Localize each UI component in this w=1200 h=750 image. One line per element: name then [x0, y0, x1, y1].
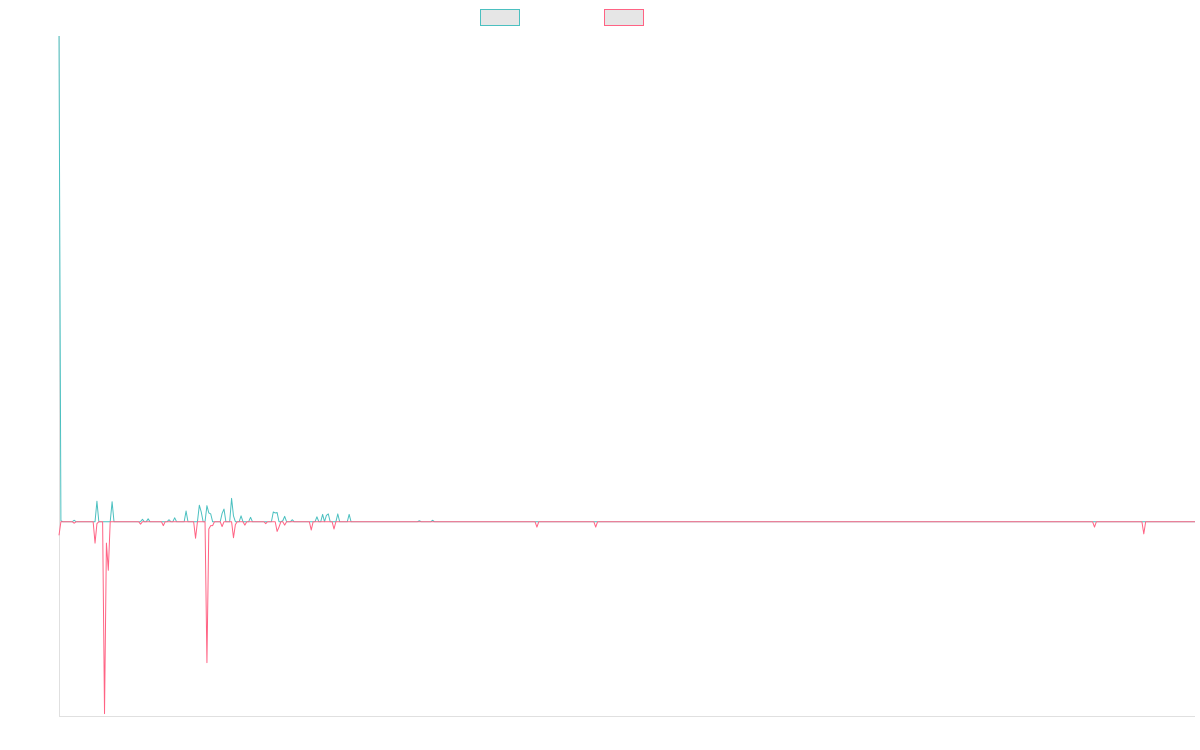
axes: [59, 36, 1195, 717]
legend-swatch-series-2[interactable]: [604, 9, 644, 26]
series-line-2: [58, 521, 1195, 715]
series-layer: [58, 35, 1195, 715]
series-line-1: [58, 35, 1195, 523]
legend-swatch-series-1[interactable]: [480, 9, 520, 26]
